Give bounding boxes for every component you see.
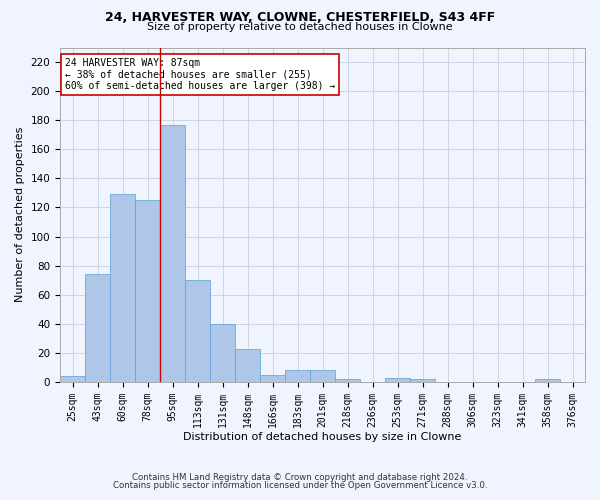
Text: Contains HM Land Registry data © Crown copyright and database right 2024.: Contains HM Land Registry data © Crown c… (132, 472, 468, 482)
Bar (285, 370, 310, 382)
Bar (260, 374, 285, 382)
X-axis label: Distribution of detached houses by size in Clowne: Distribution of detached houses by size … (184, 432, 462, 442)
Bar (335, 379, 360, 382)
Bar (210, 324, 235, 382)
Bar (185, 280, 210, 382)
Bar (310, 370, 335, 382)
Bar (410, 379, 435, 382)
Bar (535, 379, 560, 382)
Text: Size of property relative to detached houses in Clowne: Size of property relative to detached ho… (147, 22, 453, 32)
Y-axis label: Number of detached properties: Number of detached properties (15, 127, 25, 302)
Bar (135, 200, 160, 382)
Text: 24 HARVESTER WAY: 87sqm
← 38% of detached houses are smaller (255)
60% of semi-d: 24 HARVESTER WAY: 87sqm ← 38% of detache… (65, 58, 335, 90)
Bar (110, 194, 135, 382)
Text: Contains public sector information licensed under the Open Government Licence v3: Contains public sector information licen… (113, 481, 487, 490)
Text: 24, HARVESTER WAY, CLOWNE, CHESTERFIELD, S43 4FF: 24, HARVESTER WAY, CLOWNE, CHESTERFIELD,… (105, 11, 495, 24)
Bar (235, 348, 260, 382)
Bar (60, 376, 85, 382)
Bar (385, 378, 410, 382)
Bar (85, 274, 110, 382)
Bar (160, 124, 185, 382)
